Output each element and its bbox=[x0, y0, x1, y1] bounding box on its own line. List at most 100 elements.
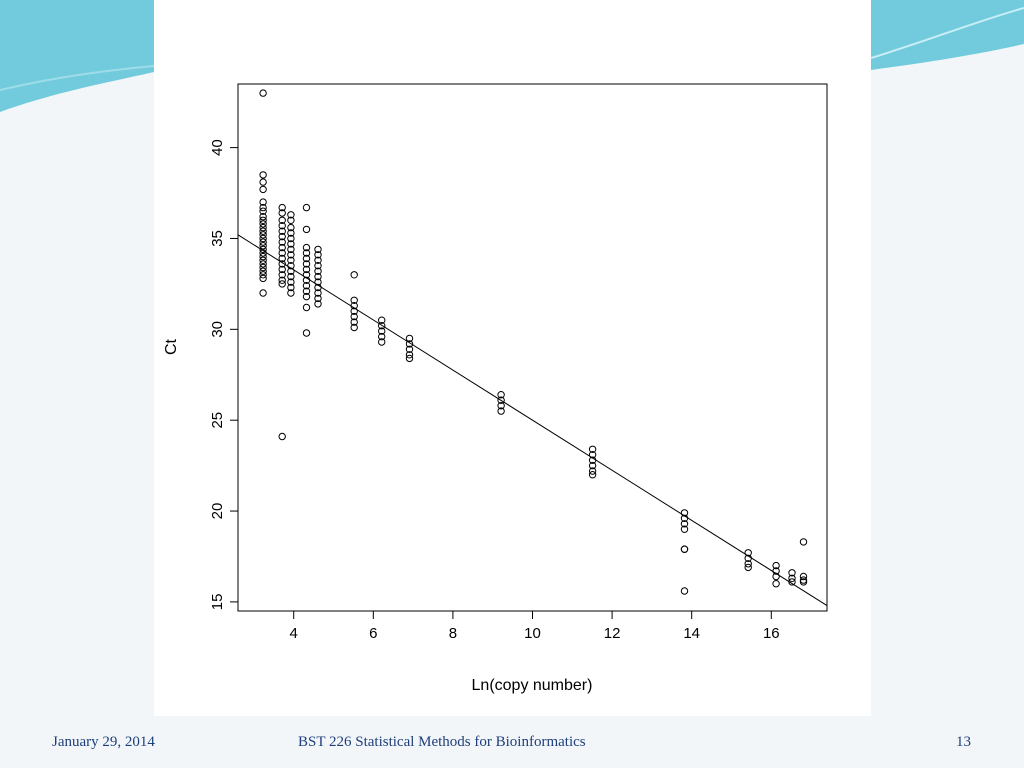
data-point bbox=[497, 396, 505, 404]
data-point bbox=[278, 254, 286, 263]
data-point bbox=[680, 520, 689, 528]
data-point bbox=[287, 251, 295, 259]
data-point bbox=[350, 296, 358, 304]
data-point bbox=[314, 278, 322, 286]
data-point bbox=[497, 402, 505, 410]
x-axis-label: Ln(copy number) bbox=[472, 677, 593, 694]
y-axis: 15 20 25 30 35 40 bbox=[209, 139, 238, 610]
scatter-plot: 4 6 8 10 12 14 16 15 20 25 30 35 40 Ln(copy number)… bbox=[163, 83, 828, 694]
data-point bbox=[259, 263, 267, 272]
x-tick-label: 14 bbox=[683, 625, 700, 642]
data-point bbox=[405, 351, 414, 359]
data-point bbox=[259, 234, 267, 243]
top-right-wave bbox=[871, 0, 1024, 70]
data-point bbox=[287, 229, 295, 237]
data-point bbox=[680, 509, 689, 517]
data-point bbox=[350, 312, 358, 321]
data-point bbox=[314, 256, 322, 264]
data-point bbox=[302, 203, 311, 212]
plot-frame bbox=[237, 83, 828, 612]
footer-date: January 29, 2014 bbox=[52, 734, 155, 750]
data-point bbox=[287, 267, 295, 275]
data-point bbox=[287, 211, 295, 219]
data-point bbox=[302, 287, 311, 295]
data-point bbox=[287, 283, 295, 292]
data-point bbox=[259, 220, 267, 228]
data-point bbox=[314, 262, 322, 270]
data-point bbox=[259, 289, 267, 297]
data-point bbox=[378, 322, 386, 330]
y-tick-label: 25 bbox=[209, 412, 226, 429]
data-point bbox=[588, 456, 597, 464]
data-point bbox=[314, 300, 322, 308]
data-point bbox=[278, 265, 286, 274]
data-point bbox=[278, 227, 286, 235]
data-point bbox=[278, 249, 286, 257]
data-point bbox=[302, 254, 311, 263]
data-point bbox=[799, 572, 808, 581]
figure-panel: 4 6 8 10 12 14 16 15 20 25 30 35 40 Ln(copy number)… bbox=[154, 0, 871, 716]
data-point bbox=[314, 283, 322, 292]
top-right-wave-light bbox=[870, 7, 1024, 59]
data-point bbox=[588, 461, 597, 470]
data-point bbox=[378, 338, 386, 346]
data-point bbox=[788, 578, 796, 586]
data-point bbox=[302, 282, 311, 290]
data-point bbox=[259, 249, 267, 257]
data-point bbox=[287, 289, 295, 297]
data-point bbox=[497, 407, 505, 415]
data-point bbox=[278, 203, 286, 212]
x-tick-label: 10 bbox=[524, 625, 541, 642]
x-tick-label: 16 bbox=[763, 625, 780, 642]
data-point bbox=[259, 198, 267, 206]
data-point bbox=[287, 234, 295, 243]
data-point bbox=[302, 303, 311, 312]
data-point bbox=[259, 245, 267, 254]
data-point bbox=[278, 243, 286, 252]
y-tick-label: 20 bbox=[209, 503, 226, 520]
data-point bbox=[302, 265, 311, 274]
data-point bbox=[278, 232, 286, 241]
data-point bbox=[278, 276, 286, 284]
data-point bbox=[278, 238, 286, 246]
data-point bbox=[259, 178, 267, 186]
data-point bbox=[314, 294, 322, 303]
data-point bbox=[278, 260, 286, 268]
data-point bbox=[744, 560, 752, 568]
data-point bbox=[302, 225, 311, 234]
data-point bbox=[259, 89, 267, 97]
data-point bbox=[350, 318, 358, 326]
data-point bbox=[744, 563, 752, 572]
data-point bbox=[302, 271, 311, 279]
data-point bbox=[278, 222, 286, 230]
data-point bbox=[287, 223, 295, 232]
data-points-group bbox=[259, 89, 808, 595]
data-point bbox=[259, 260, 267, 268]
data-point bbox=[378, 332, 386, 341]
data-point bbox=[588, 467, 597, 475]
data-point bbox=[259, 203, 267, 212]
data-point bbox=[588, 471, 597, 479]
y-tick-label: 30 bbox=[209, 321, 226, 338]
data-point bbox=[350, 307, 358, 315]
data-point bbox=[259, 227, 267, 235]
data-point bbox=[302, 329, 311, 337]
y-tick-label: 15 bbox=[209, 594, 226, 611]
regression-line-group bbox=[237, 234, 828, 606]
data-point bbox=[405, 354, 414, 363]
x-tick-label: 8 bbox=[449, 625, 457, 642]
data-point bbox=[287, 278, 295, 286]
data-point bbox=[259, 256, 267, 264]
data-point bbox=[259, 171, 267, 179]
y-axis-label: Ct bbox=[163, 338, 180, 355]
data-point bbox=[588, 451, 597, 459]
top-left-wave bbox=[0, 0, 154, 112]
data-point bbox=[799, 538, 808, 546]
data-point bbox=[302, 243, 311, 252]
data-point bbox=[259, 223, 267, 232]
data-point bbox=[259, 185, 267, 194]
data-point bbox=[278, 209, 286, 217]
data-point bbox=[287, 262, 295, 270]
data-point bbox=[788, 574, 796, 582]
data-point bbox=[350, 323, 358, 332]
